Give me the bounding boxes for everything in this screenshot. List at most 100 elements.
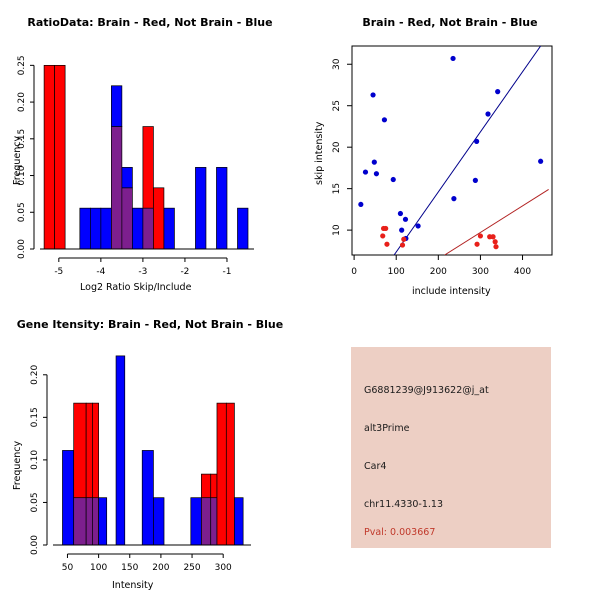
x-tick-label: 150 xyxy=(121,563,138,573)
y-tick-label: 0.20 xyxy=(30,364,40,384)
y-axis: 0.00 0.05 0.10 0.15 0.20 xyxy=(30,364,48,555)
y-tick-label: 15 xyxy=(332,183,342,194)
gene-symbol-text: Car4 xyxy=(364,461,387,472)
plot-frame xyxy=(351,45,553,256)
scatter-panel-title: Brain - Red, Not Brain - Blue xyxy=(362,16,538,29)
y-tick-label: 0.20 xyxy=(17,92,27,112)
scatter-points xyxy=(358,55,544,250)
hist-bar-solo xyxy=(237,207,249,250)
y-tick-label: 0.05 xyxy=(17,202,27,222)
hist-bar-overlap xyxy=(92,497,99,546)
scatter-point xyxy=(399,242,406,248)
scatter-point xyxy=(492,239,498,245)
trendlines xyxy=(393,46,549,255)
ratio-x-axis-label: Log2 Ratio Skip/Include xyxy=(80,282,192,293)
scatter-point xyxy=(474,241,480,247)
y-tick-label: 0.00 xyxy=(30,535,40,555)
scatter-point xyxy=(358,201,364,208)
hist-bar-solo xyxy=(195,167,207,250)
hist-bar-overlap xyxy=(85,497,93,546)
hist-bar-solo xyxy=(216,167,228,250)
scatter-point xyxy=(383,225,389,232)
x-tick-label: -5 xyxy=(54,267,63,277)
scatter-point xyxy=(399,227,405,233)
scatter-point xyxy=(490,234,496,240)
hist-bar-solo xyxy=(234,497,244,546)
hist-bar-overlap xyxy=(111,126,123,250)
pvalue-text: Pval: 0.003667 xyxy=(364,527,436,538)
trendline xyxy=(444,189,549,255)
ratio-histogram-canvas: 0.00 0.05 0.10 0.15 0.20 0.25 -5 -4 -3 -2 -1 xyxy=(17,55,254,277)
y-tick-label: 10 xyxy=(332,224,342,236)
x-tick-label: 400 xyxy=(514,267,531,277)
x-tick-label: 200 xyxy=(152,563,169,573)
hist-bar-solo xyxy=(216,402,227,546)
hist-bar-solo xyxy=(142,126,154,209)
scatter-point xyxy=(397,210,404,217)
hist-bar-solo xyxy=(62,450,75,546)
ratio-panel-title: RatioData: Brain - Red, Not Brain - Blue xyxy=(27,16,273,29)
gene-panel-title: Gene Itensity: Brain - Red, Not Brain - … xyxy=(16,318,284,331)
x-tick-label: -4 xyxy=(96,267,105,277)
x-tick-label: -2 xyxy=(180,267,189,277)
x-axis: -5 -4 -3 -2 -1 xyxy=(54,257,231,277)
hist-bar-overlap xyxy=(73,497,87,546)
scatter-point xyxy=(495,89,501,95)
y-tick-label: 30 xyxy=(332,58,342,70)
scatter-point xyxy=(451,196,457,202)
hist-bar-solo xyxy=(153,497,165,546)
y-tick-label: 0.25 xyxy=(17,55,27,75)
panel-ratio-histogram: RatioData: Brain - Red, Not Brain - Blue… xyxy=(0,0,300,300)
trendline xyxy=(393,46,542,255)
scatter-point xyxy=(472,177,478,183)
hist-bar-overlap xyxy=(121,187,133,250)
scatter-point xyxy=(370,92,376,98)
hist-bar-solo xyxy=(132,207,144,250)
hist-bar-solo xyxy=(163,207,175,250)
hist-bar-solo xyxy=(92,402,99,499)
x-tick-label: 300 xyxy=(215,563,232,573)
scatter-x-axis-label: include intensity xyxy=(412,286,491,297)
hist-bar-solo xyxy=(100,207,112,250)
scatter-point xyxy=(415,223,421,229)
x-tick-label: 100 xyxy=(90,563,107,573)
hist-bar-solo xyxy=(210,473,218,499)
scatter-point xyxy=(362,169,369,175)
scatter-point xyxy=(485,111,491,117)
hist-bar-overlap xyxy=(210,497,218,546)
x-tick-label: 50 xyxy=(62,563,74,573)
scatter-point xyxy=(373,171,380,177)
y-tick-label: 0.05 xyxy=(30,492,40,512)
hist-bar-solo xyxy=(73,402,87,499)
scatter-point xyxy=(390,176,396,183)
scatter-point xyxy=(380,233,386,239)
hist-bar-solo xyxy=(54,64,66,250)
hist-bar-overlap xyxy=(201,497,212,546)
y-axis: 0.00 0.05 0.10 0.15 0.20 0.25 xyxy=(17,55,35,259)
hist-bar-solo xyxy=(79,207,91,250)
x-tick-label: -3 xyxy=(138,267,147,277)
hist-bar-solo xyxy=(225,402,235,546)
hist-bars xyxy=(43,64,249,250)
scatter-point xyxy=(401,236,407,242)
hist-bar-overlap xyxy=(142,207,154,250)
probe-id-text: G6881239@J913622@j_at xyxy=(364,385,489,396)
y-tick-label: 0.10 xyxy=(17,165,27,185)
hist-bar-solo xyxy=(89,207,102,250)
scatter-point xyxy=(477,233,484,239)
hist-bar-solo xyxy=(201,473,212,499)
y-tick-label: 0.15 xyxy=(30,407,40,427)
scatter-point xyxy=(450,55,456,62)
hist-bar-solo xyxy=(98,497,108,546)
y-tick-label: 0.15 xyxy=(17,129,27,149)
hist-bar-solo xyxy=(153,187,165,250)
scatter-point xyxy=(538,158,544,164)
x-axis: 50 100 150 200 250 300 xyxy=(62,553,232,573)
x-tick-label: 200 xyxy=(430,267,447,277)
x-tick-label: -1 xyxy=(222,267,231,277)
panel-intensity-scatter: Brain - Red, Not Brain - Blue skip inten… xyxy=(300,0,600,300)
locus-text: chr11.4330-1.13 xyxy=(364,499,444,510)
panel-gene-histogram: Gene Itensity: Brain - Red, Not Brain - … xyxy=(0,300,300,600)
y-tick-label: 0.10 xyxy=(30,450,40,470)
